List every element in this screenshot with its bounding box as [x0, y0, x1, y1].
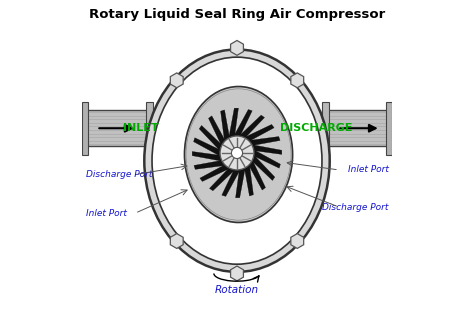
- Polygon shape: [193, 138, 220, 156]
- Text: DISCHARGE: DISCHARGE: [281, 123, 353, 133]
- Polygon shape: [245, 125, 274, 141]
- Text: Inlet Port: Inlet Port: [86, 209, 127, 218]
- Circle shape: [220, 136, 254, 170]
- Text: Discharge Port: Discharge Port: [322, 202, 388, 212]
- Polygon shape: [236, 168, 245, 198]
- FancyBboxPatch shape: [322, 110, 392, 146]
- FancyBboxPatch shape: [386, 102, 392, 154]
- Polygon shape: [210, 168, 235, 191]
- Polygon shape: [234, 110, 252, 136]
- Polygon shape: [249, 137, 280, 146]
- Polygon shape: [194, 160, 225, 169]
- Text: Discharge Port: Discharge Port: [86, 170, 152, 179]
- FancyBboxPatch shape: [146, 102, 153, 154]
- Polygon shape: [222, 170, 240, 196]
- Ellipse shape: [184, 87, 292, 222]
- Ellipse shape: [152, 57, 322, 264]
- Polygon shape: [220, 110, 229, 141]
- Polygon shape: [252, 155, 275, 180]
- Polygon shape: [245, 165, 254, 196]
- Ellipse shape: [144, 49, 330, 272]
- Circle shape: [231, 147, 243, 159]
- Polygon shape: [209, 116, 225, 146]
- Polygon shape: [239, 115, 264, 138]
- Text: INLET: INLET: [123, 123, 158, 133]
- FancyBboxPatch shape: [322, 102, 329, 154]
- FancyBboxPatch shape: [82, 102, 88, 154]
- FancyBboxPatch shape: [82, 110, 152, 146]
- Text: Rotation: Rotation: [215, 285, 259, 295]
- Polygon shape: [254, 150, 281, 168]
- Polygon shape: [192, 151, 222, 161]
- Polygon shape: [229, 108, 238, 138]
- Polygon shape: [252, 145, 282, 154]
- Polygon shape: [249, 160, 265, 190]
- Polygon shape: [199, 125, 222, 151]
- Text: Inlet Port: Inlet Port: [347, 165, 388, 175]
- Polygon shape: [200, 165, 229, 181]
- Text: Rotary Liquid Seal Ring Air Compressor: Rotary Liquid Seal Ring Air Compressor: [89, 8, 385, 21]
